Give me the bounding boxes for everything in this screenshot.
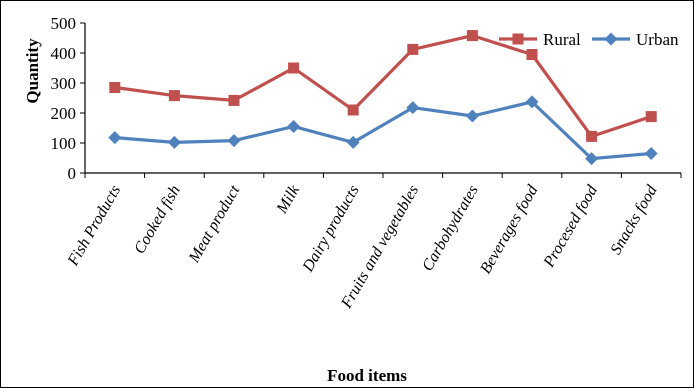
series-urban-point [227, 134, 241, 148]
legend-item-rural: Rural [499, 30, 581, 49]
y-tick-label: 100 [51, 134, 77, 153]
legend-label-urban: Urban [636, 30, 679, 49]
x-tick-label: Fish Products [64, 183, 124, 270]
legend: Rural Urban [499, 30, 679, 49]
x-axis-title: Food items [327, 366, 407, 385]
series-rural-point [288, 62, 300, 74]
series-urban-point [167, 135, 181, 149]
series-rural-line [114, 33, 652, 138]
x-tick-label: Snacks food [608, 182, 662, 258]
legend-item-urban: Urban [592, 30, 679, 49]
x-tick-label: Carbohydrates [419, 183, 482, 275]
series-rural-point [347, 104, 359, 116]
x-tick-label: Cooked fish [131, 183, 184, 257]
series-urban-point [406, 101, 420, 115]
y-axis-title: Quantity [23, 38, 42, 104]
series-urban-point [465, 109, 479, 123]
series-rural-point [109, 82, 121, 93]
y-axis-ticks: 0 100 200 300 400 500 [51, 14, 85, 183]
x-axis-ticks: Fish Products Cooked fish Meat product Milk… [64, 173, 682, 312]
series-urban-line [114, 100, 652, 161]
series-urban-point [525, 95, 539, 109]
legend-label-rural: Rural [543, 30, 581, 49]
series-urban-point [287, 120, 301, 133]
series-urban [108, 95, 658, 166]
x-tick-label: Milk [273, 182, 303, 218]
series-rural-point [526, 49, 538, 60]
series-rural-point [466, 30, 478, 42]
series-urban-point [585, 152, 599, 166]
series-urban-point [644, 147, 658, 160]
y-tick-label: 300 [51, 74, 77, 93]
x-tick-label: Dairy products [299, 183, 363, 276]
series-rural-point [228, 94, 240, 106]
x-tick-label: Procesed food [540, 182, 601, 271]
y-tick-label: 200 [51, 104, 77, 123]
x-tick-label: Beverages food [477, 182, 542, 277]
y-tick-label: 400 [51, 44, 77, 63]
series-rural-point [168, 90, 180, 102]
legend-marker-urban [604, 32, 618, 46]
series-urban-point [108, 131, 122, 145]
y-tick-label: 0 [68, 164, 77, 183]
series-rural-point [645, 111, 657, 123]
x-tick-label: Meat product [185, 182, 244, 266]
series-layer [108, 30, 658, 166]
series-urban-point [346, 135, 360, 149]
series-rural [109, 30, 657, 142]
legend-marker-rural [512, 33, 524, 45]
series-rural-point [407, 43, 419, 55]
y-tick-label: 500 [51, 14, 77, 33]
series-rural-point [586, 130, 598, 142]
